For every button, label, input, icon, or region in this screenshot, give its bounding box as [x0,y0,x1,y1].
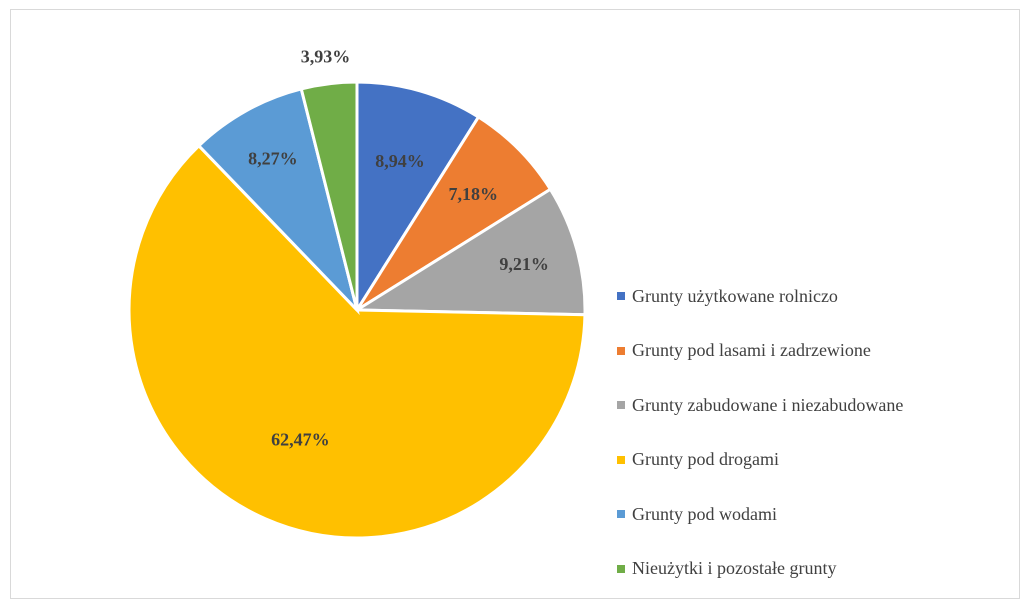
legend-label: Grunty pod wodami [632,503,777,524]
legend-label: Grunty pod drogami [632,449,779,469]
legend-label: Grunty zabudowane i niezabudowane [632,394,904,415]
slice-data-label: 8,94% [375,151,425,171]
legend-item: Grunty użytkowane rolniczo [617,282,903,310]
slice-data-label: 8,27% [248,148,298,168]
legend-swatch [617,510,625,518]
pie-slice [196,87,360,316]
legend-item: Grunty zabudowane i niezabudowane [617,391,903,419]
pie-slice [127,143,587,540]
legend-swatch [617,564,625,573]
pie-slice [355,80,481,316]
slice-data-label: 3,93% [301,47,351,67]
pie-slice [355,114,553,312]
legend-label: Grunty pod lasami i zadrzewione [632,340,871,360]
legend-swatch [617,401,625,409]
legend-item: Nieużytki i pozostałe grunty [617,555,903,583]
chart-legend: Grunty użytkowane rolniczo Grunty pod las… [617,282,903,609]
pie-slice [351,187,587,317]
legend-swatch [617,346,625,355]
pie-chart: 8,94% 7,18% 9,21% 62,47% 8,27% 3,93% [127,47,587,540]
legend-item: Grunty pod lasami i zadrzewione [617,337,903,365]
pie-slice [299,80,359,311]
legend-label: Nieużytki i pozostałe grunty [632,558,837,578]
legend-swatch [617,292,625,300]
slice-data-label: 7,18% [449,184,499,204]
slice-data-label: 9,21% [499,254,549,274]
legend-swatch [617,455,625,464]
legend-label: Grunty użytkowane rolniczo [632,285,838,306]
legend-item: Grunty pod drogami [617,446,903,474]
slice-data-label: 62,47% [271,430,330,450]
legend-item: Grunty pod wodami [617,500,903,528]
